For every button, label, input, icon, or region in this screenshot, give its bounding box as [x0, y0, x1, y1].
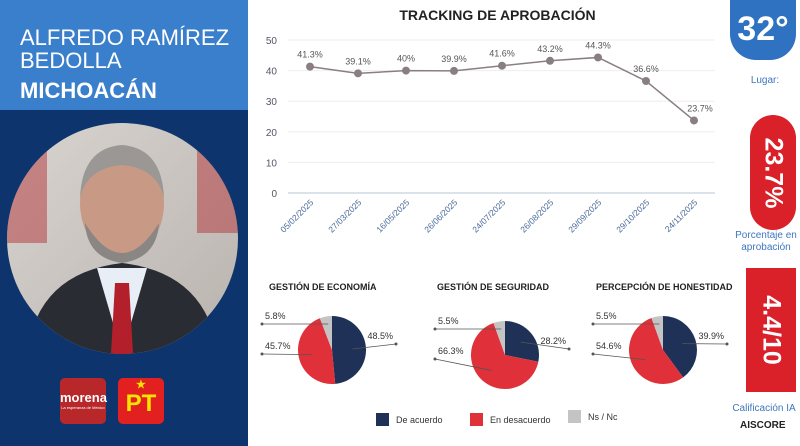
x-tick-label: 24/07/2025 — [470, 197, 507, 234]
data-label: 41.6% — [489, 49, 515, 59]
data-label: 23.7% — [687, 103, 713, 113]
candidate-state: MICHOACÁN — [20, 78, 157, 103]
y-tick-label: 20 — [266, 128, 278, 139]
x-tick-label: 29/10/2025 — [614, 197, 651, 234]
candidate-panel: ALFREDO RAMÍREZ BEDOLLA MICHOACÁN morena… — [0, 0, 248, 446]
pie-label: 54.6% — [596, 341, 622, 351]
data-label: 44.3% — [585, 40, 611, 50]
rank-label: Lugar: — [750, 75, 780, 86]
pie-label: 5.5% — [438, 316, 459, 326]
leader-line — [592, 353, 646, 361]
data-label: 41.3% — [297, 50, 323, 60]
pie-title-honestidad: PERCEPCIÓN DE HONESTIDAD — [596, 282, 733, 292]
candidate-header: ALFREDO RAMÍREZ BEDOLLA MICHOACÁN — [0, 0, 248, 110]
x-tick-label: 16/05/2025 — [374, 197, 411, 234]
legend-label: En desacuerdo — [490, 414, 551, 425]
legend-de-acuerdo: De acuerdo — [376, 413, 443, 426]
approval-label: Porcentaje en aprobación — [735, 230, 797, 253]
data-point — [642, 77, 650, 86]
pie-slice — [505, 321, 539, 362]
star-icon: ★ — [136, 379, 146, 391]
score-label: Calificación IA — [732, 403, 796, 414]
leader-dot — [260, 322, 264, 326]
leader-line — [352, 343, 397, 350]
y-tick-label: 50 — [266, 36, 278, 47]
data-label: 43.2% — [537, 44, 563, 54]
chart-title: TRACKING DE APROBACIÓN — [399, 7, 596, 23]
pie-slice — [663, 316, 697, 378]
y-tick-label: 0 — [271, 189, 277, 200]
pie-slice — [297, 318, 336, 385]
y-tick-label: 40 — [266, 67, 278, 78]
x-tick-label: 27/03/2025 — [326, 197, 363, 234]
leader-dot — [725, 342, 729, 346]
legend-ns-nc: Ns / Nc — [568, 410, 618, 423]
leader-dot — [260, 352, 264, 356]
rank-badge: 32° — [730, 0, 796, 60]
data-point — [306, 62, 314, 71]
x-tick-label: 29/09/2025 — [566, 197, 603, 234]
leader-line — [434, 358, 492, 371]
approval-value: 23.7% — [759, 137, 788, 208]
leader-dot — [433, 327, 437, 331]
morena-logo: morena La esperanza de México — [60, 378, 107, 424]
aiscore-logo: AISCORE — [740, 420, 786, 431]
data-label: 39.9% — [441, 54, 467, 64]
leader-dot — [433, 357, 437, 361]
legend-swatch — [470, 413, 483, 426]
pie-slice — [471, 323, 539, 389]
leader-dot — [394, 342, 398, 346]
pie-label: 5.5% — [596, 311, 617, 321]
pie-label: 45.7% — [265, 341, 291, 351]
pie-label: 5.8% — [265, 311, 286, 321]
data-point — [402, 66, 410, 75]
candidate-name: ALFREDO RAMÍREZ BEDOLLA — [20, 25, 230, 73]
pie-label: 28.2% — [540, 336, 566, 346]
leader-dot — [591, 322, 595, 326]
leader-line — [520, 341, 570, 350]
pie-label: 48.5% — [367, 331, 393, 341]
data-label: 40% — [397, 54, 415, 64]
legend-label: De acuerdo — [396, 414, 443, 425]
leader-dot — [591, 352, 595, 356]
approval-badge: 23.7% — [750, 115, 796, 230]
pie-title-seguridad: GESTIÓN DE SEGURIDAD — [437, 282, 550, 292]
legend-label: Ns / Nc — [588, 411, 618, 422]
data-point — [354, 69, 362, 78]
x-tick-label: 05/02/2025 — [278, 197, 315, 234]
pie-title-economia: GESTIÓN DE ECONOMÍA — [269, 282, 377, 292]
x-tick-label: 24/11/2025 — [663, 197, 700, 234]
legend-swatch — [376, 413, 389, 426]
pie-slice — [332, 316, 367, 384]
leader-line — [261, 353, 313, 356]
candidate-photo — [7, 123, 238, 354]
data-point — [498, 61, 506, 70]
data-point — [594, 53, 602, 62]
x-tick-label: 26/08/2025 — [518, 197, 555, 234]
data-label: 36.6% — [633, 64, 659, 74]
data-point — [546, 56, 554, 65]
pie-label: 39.9% — [698, 331, 724, 341]
pie-slice — [628, 318, 684, 384]
score-value: 4.4/10 — [757, 295, 786, 365]
data-point — [450, 66, 458, 75]
x-tick-label: 26/06/2025 — [422, 197, 459, 234]
pie-label: 66.3% — [438, 346, 464, 356]
pie-slice — [651, 316, 663, 350]
data-label: 39.1% — [345, 56, 371, 66]
data-point — [690, 116, 698, 125]
y-tick-label: 10 — [266, 158, 278, 169]
pie-slice — [319, 316, 332, 350]
pie-slice — [493, 320, 505, 355]
y-tick-label: 30 — [266, 97, 278, 108]
pt-logo: ★ PT — [118, 378, 164, 424]
legend-swatch — [568, 410, 581, 423]
series-line — [309, 56, 695, 122]
score-badge: 4.4/10 — [746, 268, 796, 392]
legend-en-desacuerdo: En desacuerdo — [470, 413, 551, 426]
leader-dot — [567, 347, 571, 351]
